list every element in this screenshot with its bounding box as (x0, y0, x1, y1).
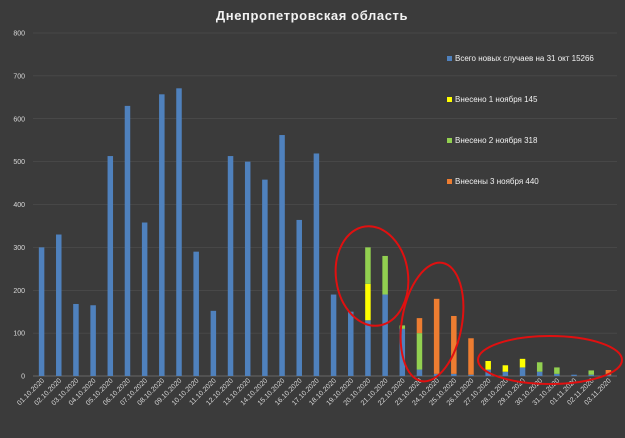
bar-segment (365, 247, 371, 284)
y-tick-label: 300 (13, 245, 25, 252)
bars (38, 88, 612, 376)
bar-segment (399, 325, 406, 329)
bar-segment (348, 311, 354, 376)
bar-segment (365, 320, 371, 376)
hand-drawn-annotations (334, 225, 623, 385)
bar-segment (365, 283, 371, 321)
legend-swatch (447, 179, 452, 184)
bar-segment (416, 318, 423, 334)
bar-segment (159, 94, 165, 376)
bar-segment (90, 305, 96, 376)
bar-segment (382, 255, 388, 295)
legend-swatch (447, 56, 452, 61)
bar-segment (468, 374, 474, 376)
y-tick-label: 500 (13, 159, 25, 166)
bar-segment (227, 156, 234, 376)
bar-segment (107, 156, 114, 376)
bar-segment (279, 135, 285, 376)
legend-swatch (447, 97, 452, 102)
bar-segment (451, 373, 457, 376)
bar-segment (605, 375, 612, 376)
legend-label: Внесено 2 ноября 318 (455, 136, 538, 145)
bar-segment (210, 310, 217, 376)
bar-segment (296, 219, 302, 376)
bar-segment (382, 294, 388, 376)
annotation-circle-27-03 (477, 335, 623, 385)
legend-item: Всего новых случаев на 31 окт 15266 (447, 54, 594, 63)
bar-segment (244, 161, 251, 376)
legend: Всего новых случаев на 31 окт 15266 Внесе… (447, 54, 594, 186)
bar-segment (502, 365, 509, 372)
y-axis-ticks: 0 100 200 300 400 500 600 700 800 (13, 31, 25, 381)
y-tick-label: 400 (13, 202, 25, 209)
bar-segment (468, 338, 474, 375)
chart-title: Днепропетровская область (216, 8, 408, 23)
legend-item: Внесено 2 ноября 318 (447, 136, 538, 145)
bar-segment (536, 362, 543, 372)
bar-segment (554, 367, 560, 374)
bar-segment (433, 373, 440, 376)
y-tick-label: 700 (13, 73, 25, 80)
legend-item: Внесено 1 ноября 145 (447, 95, 538, 104)
bar-segment (313, 153, 320, 376)
bar-segment (536, 371, 543, 376)
bar-segment (38, 247, 45, 376)
y-tick-label: 100 (13, 331, 25, 338)
annotation-circle-23-26 (399, 261, 465, 383)
bar-segment (330, 294, 337, 376)
bar-segment (262, 179, 268, 376)
bar-segment (416, 333, 423, 370)
bar-segment (588, 370, 594, 375)
bar-segment (73, 303, 79, 376)
bar-segment (451, 315, 457, 374)
legend-label: Внесены 3 ноября 440 (455, 177, 539, 186)
y-tick-label: 800 (13, 31, 25, 38)
bar-segment (433, 298, 440, 374)
gridlines (33, 32, 617, 377)
y-tick-label: 0 (21, 374, 25, 381)
legend-label: Внесено 1 ноября 145 (455, 95, 538, 104)
annotation-circle-20-21 (334, 225, 410, 327)
bar-segment (485, 360, 491, 370)
bar-segment (193, 251, 199, 376)
y-tick-label: 200 (13, 288, 25, 295)
bar-segment (56, 234, 62, 376)
bar-segment (124, 105, 131, 376)
legend-swatch (447, 138, 452, 143)
bar-segment (571, 374, 577, 376)
bar-segment (605, 369, 612, 376)
bar-segment (554, 373, 560, 376)
bar-segment (416, 369, 423, 376)
bar-segment (519, 367, 526, 376)
legend-item: Внесены 3 ноября 440 (447, 177, 539, 186)
bar-segment (141, 222, 148, 376)
legend-label: Всего новых случаев на 31 окт 15266 (455, 54, 594, 63)
y-tick-label: 600 (13, 116, 25, 123)
bar-segment (519, 358, 526, 368)
bar-segment (502, 371, 509, 376)
bar-segment (176, 88, 182, 376)
bar-segment (588, 374, 594, 376)
